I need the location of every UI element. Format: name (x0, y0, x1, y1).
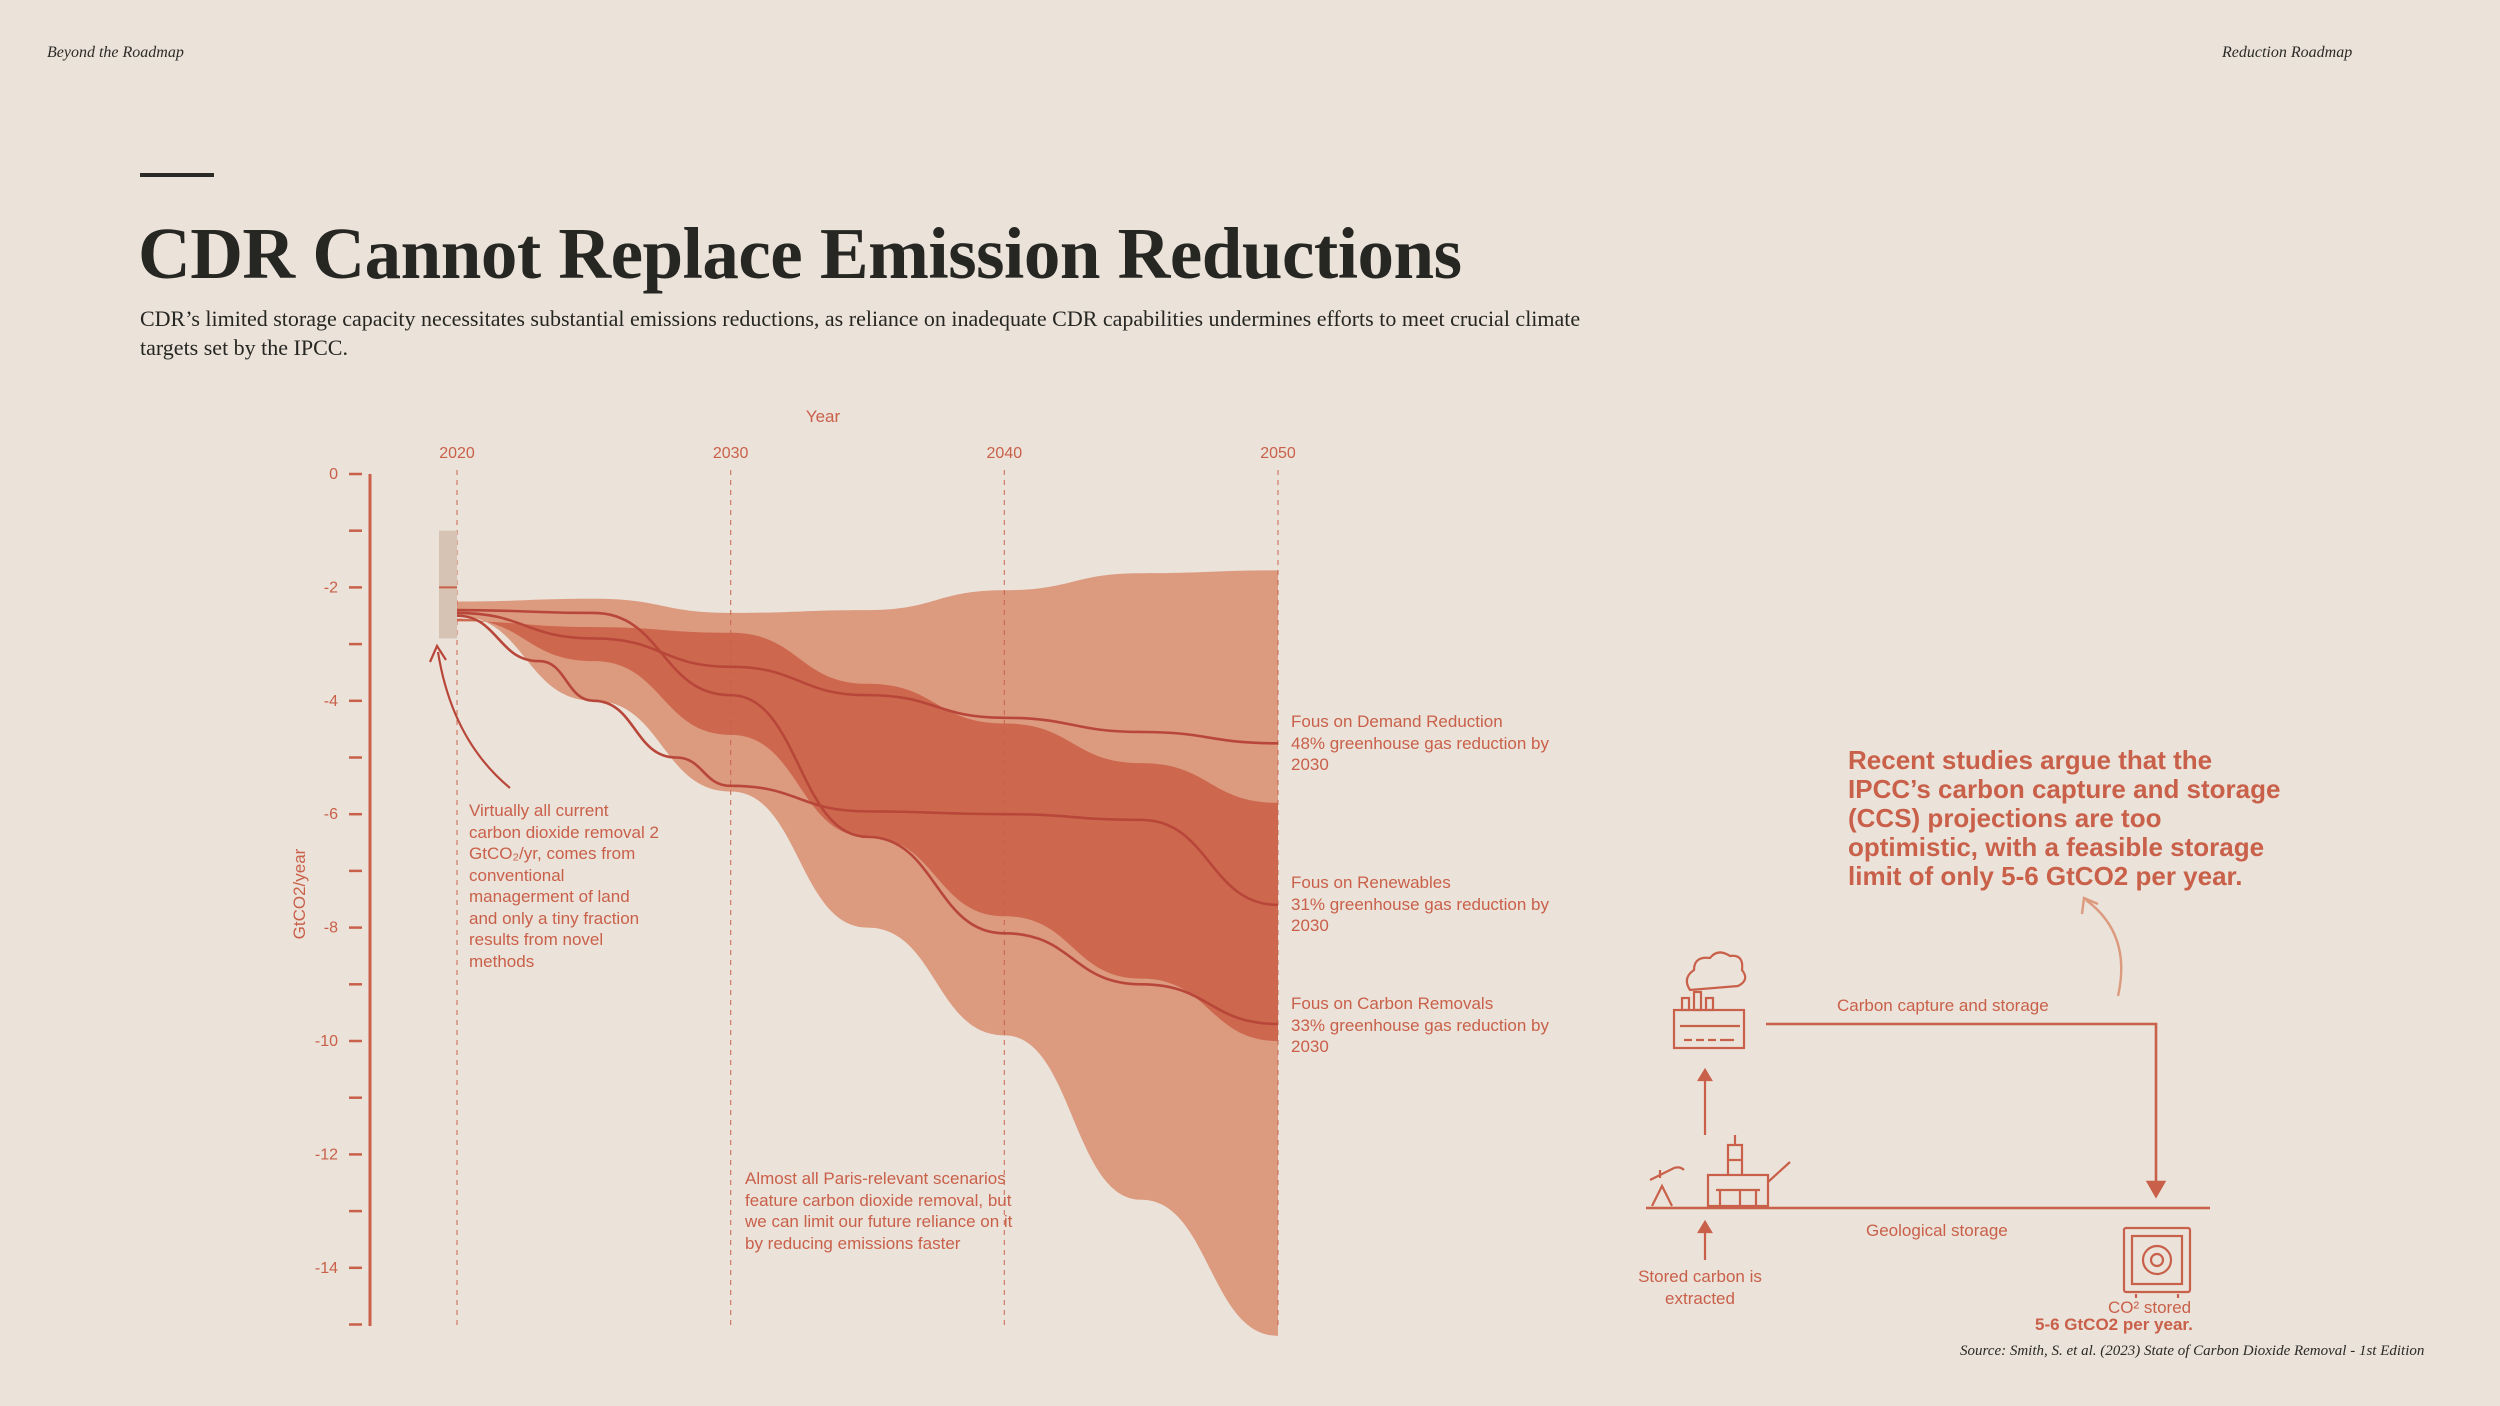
scenario-title: Fous on Renewables (1291, 873, 1451, 892)
scenario-label-renewables: Fous on Renewables 31% greenhouse gas re… (1291, 872, 1591, 937)
series-line-2 (456, 608, 1279, 1026)
title-rule (140, 173, 214, 177)
scenario-text: 31% greenhouse gas reduction by 2030 (1291, 894, 1550, 936)
y-tick-label: -10 (315, 1033, 338, 1050)
scenario-label-removals: Fous on Carbon Removals 33% greenhouse g… (1291, 993, 1591, 1058)
co2-stored-label: CO² stored (2108, 1298, 2192, 1317)
x-axis-label: Year (806, 407, 841, 426)
scenario-title: Fous on Carbon Removals (1291, 994, 1494, 1013)
ccs-flow-arrow (1766, 1022, 2167, 1199)
y-tick-label: -12 (315, 1146, 338, 1163)
page-title: CDR Cannot Replace Emission Reductions (138, 213, 1462, 294)
arrow-head (428, 643, 447, 663)
y-tick-label: -6 (324, 806, 338, 823)
geological-storage-label: Geological storage (1866, 1221, 2008, 1240)
note-paris-scenarios: Almost all Paris-relevant scenarios feat… (745, 1169, 1013, 1253)
oil-rig-icon (1649, 1135, 1791, 1208)
current-removal-range (439, 530, 457, 639)
y-tick-label: 0 (329, 466, 338, 483)
note-current-cdr: Virtually all current carbon dioxide rem… (469, 801, 659, 971)
y-tick-label: -8 (324, 920, 338, 937)
page-subtitle: CDR’s limited storage capacity necessita… (140, 306, 1581, 360)
ccs-diagram (1646, 896, 2210, 1298)
header-left: Beyond the Roadmap (47, 44, 184, 61)
scenario-text: 33% greenhouse gas reduction by 2030 (1291, 1015, 1550, 1057)
ccs-label: Carbon capture and storage (1837, 996, 2049, 1015)
y-axis-label: GtCO2/year (290, 848, 309, 939)
x-tick-label: 2040 (987, 445, 1023, 462)
scenario-label-demand: Fous on Demand Reduction 48% greenhouse … (1291, 711, 1591, 776)
stored-carbon-label: Stored carbon is extracted (1638, 1267, 1762, 1308)
scenario-title: Fous on Demand Reduction (1291, 712, 1503, 731)
factory-icon (1672, 951, 1747, 1050)
x-tick-label: 2030 (713, 445, 749, 462)
header-right: Reduction Roadmap (2222, 44, 2353, 61)
y-tick-label: -14 (315, 1260, 338, 1277)
series-line-0 (456, 611, 1279, 745)
range-band-1 (457, 618, 1278, 1041)
callout-arrow (2080, 896, 2123, 997)
co2-amount: 5-6 GtCO2 per year. (2035, 1315, 2193, 1334)
scenario-text: 48% greenhouse gas reduction by 2030 (1291, 733, 1550, 775)
source-citation: Source: Smith, S. et al. (2023) State of… (1960, 1343, 2425, 1359)
series-line-1 (456, 614, 1279, 907)
extract-arrow (1697, 1067, 1713, 1260)
y-tick-label: -2 (324, 579, 338, 596)
annotation-arrow (436, 651, 511, 789)
y-tick-label: -4 (324, 693, 338, 710)
x-tick-label: 2050 (1260, 445, 1296, 462)
ccs-callout: Recent studies argue that the IPCC’s car… (1848, 745, 2281, 891)
x-tick-label: 2020 (439, 445, 475, 462)
safe-icon (2122, 1226, 2192, 1298)
